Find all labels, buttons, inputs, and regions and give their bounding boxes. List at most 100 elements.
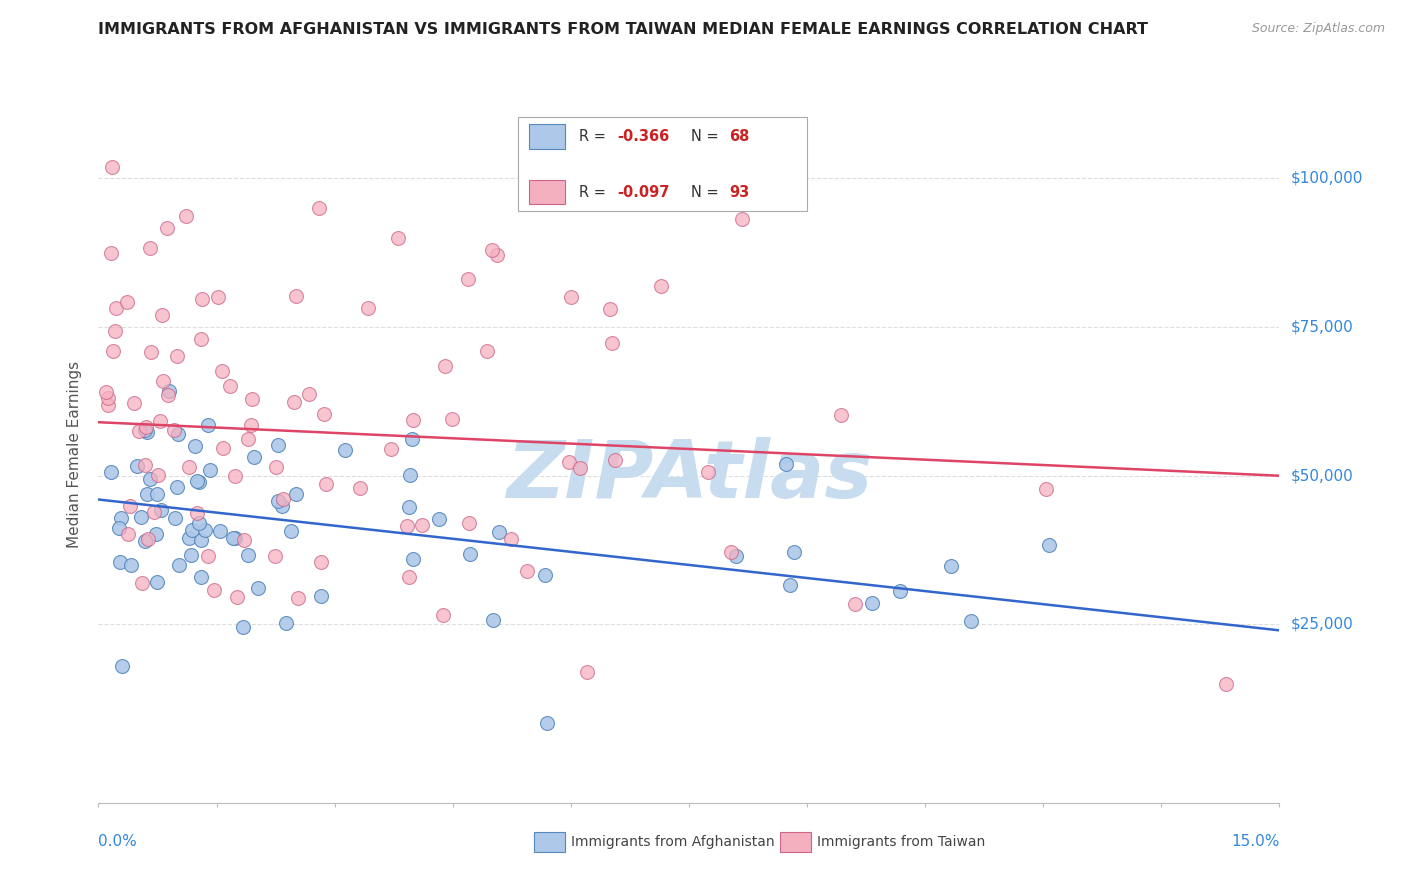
- Point: [387, 231, 409, 245]
- Point: [179, 531, 201, 545]
- Point: [129, 510, 152, 524]
- Point: [427, 512, 450, 526]
- Y-axis label: Median Female Earnings: Median Female Earnings: [67, 361, 83, 549]
- Point: [110, 511, 132, 525]
- Point: [156, 387, 179, 401]
- Point: [108, 555, 131, 569]
- Text: 15.0%: 15.0%: [1232, 834, 1279, 849]
- Text: -0.366: -0.366: [617, 129, 669, 145]
- Point: [187, 516, 209, 530]
- Point: [239, 418, 262, 433]
- Text: R =: R =: [579, 185, 610, 200]
- Point: [274, 616, 297, 631]
- Point: [534, 568, 557, 582]
- Text: Source: ZipAtlas.com: Source: ZipAtlas.com: [1251, 22, 1385, 36]
- Point: [174, 209, 197, 223]
- Point: [157, 384, 180, 399]
- Point: [731, 212, 754, 227]
- Point: [775, 458, 797, 472]
- Point: [271, 492, 294, 507]
- Point: [860, 596, 883, 610]
- Point: [218, 379, 240, 393]
- Point: [432, 607, 454, 622]
- Point: [146, 574, 169, 589]
- Point: [238, 432, 260, 446]
- Point: [111, 659, 134, 673]
- Point: [232, 620, 254, 634]
- Point: [194, 523, 217, 537]
- Point: [134, 533, 156, 548]
- Point: [482, 613, 505, 627]
- Point: [1038, 538, 1060, 552]
- Point: [297, 387, 319, 401]
- Point: [568, 460, 591, 475]
- Text: $50,000: $50,000: [1291, 468, 1354, 483]
- Point: [191, 292, 214, 306]
- Point: [242, 450, 264, 464]
- Point: [240, 392, 263, 406]
- Point: [139, 344, 162, 359]
- Point: [488, 524, 510, 539]
- Point: [398, 468, 420, 483]
- Point: [197, 549, 219, 564]
- Point: [458, 547, 481, 561]
- Point: [283, 395, 305, 409]
- Point: [226, 591, 249, 605]
- Point: [146, 487, 169, 501]
- Point: [149, 503, 172, 517]
- Point: [284, 487, 307, 501]
- Point: [536, 715, 558, 730]
- Point: [150, 308, 173, 322]
- Point: [1215, 677, 1237, 691]
- Point: [186, 474, 208, 488]
- Point: [124, 396, 146, 410]
- Point: [308, 201, 330, 215]
- Point: [477, 344, 499, 359]
- Point: [485, 248, 508, 262]
- Point: [188, 475, 211, 489]
- Text: 68: 68: [730, 129, 749, 145]
- Point: [101, 344, 124, 359]
- Point: [889, 584, 911, 599]
- Point: [155, 220, 177, 235]
- Point: [605, 453, 627, 467]
- Point: [131, 576, 153, 591]
- Point: [560, 290, 582, 304]
- Point: [457, 516, 479, 530]
- Point: [720, 544, 742, 558]
- Point: [271, 500, 294, 514]
- Point: [433, 359, 456, 374]
- Point: [117, 526, 139, 541]
- Point: [222, 531, 245, 545]
- FancyBboxPatch shape: [517, 118, 807, 211]
- Point: [356, 301, 378, 315]
- Point: [177, 460, 200, 475]
- Point: [349, 481, 371, 495]
- Point: [398, 500, 420, 514]
- Point: [125, 458, 148, 473]
- Point: [166, 349, 188, 363]
- Point: [128, 425, 150, 439]
- Text: Immigrants from Afghanistan: Immigrants from Afghanistan: [571, 835, 775, 849]
- Point: [135, 425, 157, 439]
- Point: [96, 384, 118, 399]
- Point: [312, 407, 335, 421]
- Point: [211, 364, 233, 378]
- Text: 0.0%: 0.0%: [98, 834, 138, 849]
- Point: [411, 518, 433, 533]
- Point: [311, 555, 333, 569]
- Point: [650, 279, 672, 293]
- Point: [136, 533, 159, 547]
- Point: [167, 427, 190, 442]
- Bar: [530, 180, 565, 204]
- Point: [134, 423, 156, 437]
- Text: $25,000: $25,000: [1291, 617, 1354, 632]
- Point: [600, 336, 623, 351]
- Point: [202, 583, 225, 598]
- Point: [207, 290, 229, 304]
- Point: [284, 289, 307, 303]
- Text: 93: 93: [730, 185, 749, 200]
- Point: [783, 544, 806, 558]
- Text: N =: N =: [692, 185, 724, 200]
- Point: [779, 578, 801, 592]
